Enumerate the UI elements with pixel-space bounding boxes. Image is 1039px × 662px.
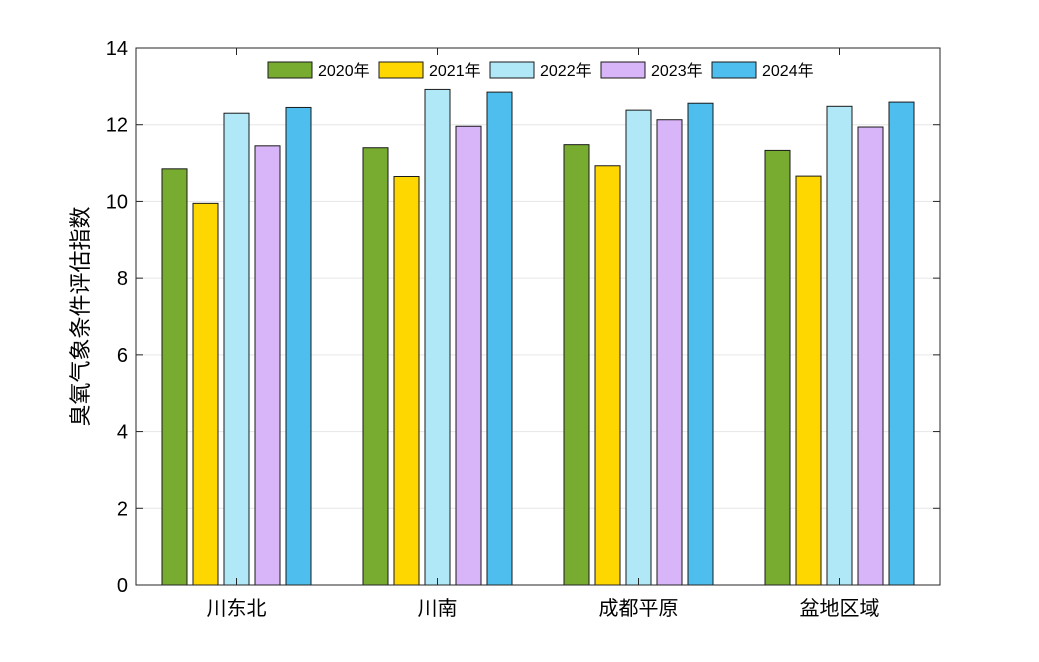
- plot-frame: [135, 47, 941, 586]
- legend: 2020年 2021年 2022年 2023年 2024年: [267, 61, 814, 80]
- y-tick-label: 2: [117, 498, 128, 520]
- bar-2024年-川南: [486, 91, 513, 586]
- legend-swatch: [378, 61, 424, 79]
- bar-2023年-成都平原: [656, 119, 683, 586]
- bar-2024年-盆地区域: [888, 101, 915, 586]
- legend-label: 2022年: [540, 62, 592, 80]
- bar-2024年-川东北: [285, 106, 312, 586]
- y-tick-label: 10: [106, 191, 128, 213]
- y-tick-label: 0: [117, 575, 128, 597]
- legend-label: 2023年: [651, 62, 703, 80]
- legend-label: 2024年: [762, 62, 814, 80]
- y-tick-label: 14: [106, 38, 128, 60]
- legend-swatch: [489, 61, 535, 79]
- legend-label: 2020年: [318, 62, 370, 80]
- legend-swatch: [600, 61, 646, 79]
- y-tick-label: 8: [117, 268, 128, 290]
- bar-2023年-川南: [455, 125, 482, 586]
- bar-2023年-盆地区域: [857, 126, 884, 586]
- bars: [161, 88, 915, 586]
- x-tick-label: 川东北: [207, 597, 267, 620]
- bar-2022年-成都平原: [625, 109, 652, 586]
- x-tick-label: 川南: [418, 597, 458, 620]
- y-tick-label: 6: [117, 345, 128, 367]
- y-axis-title: 臭氧气象条件评估指数: [68, 206, 93, 426]
- bar-2021年-成都平原: [594, 165, 621, 586]
- axis-ticks: [136, 47, 940, 586]
- bar-2023年-川东北: [254, 145, 281, 586]
- bar-2022年-川南: [424, 88, 451, 586]
- y-tick-label: 12: [106, 115, 128, 137]
- bar-2021年-川南: [393, 175, 420, 586]
- bar-2020年-川南: [362, 147, 389, 586]
- x-tick-label: 盆地区域: [800, 597, 880, 620]
- bar-2020年-川东北: [161, 168, 188, 586]
- x-tick-label: 成都平原: [599, 597, 679, 620]
- bar-2021年-川东北: [192, 202, 219, 586]
- legend-swatch: [711, 61, 757, 79]
- bar-2021年-盆地区域: [795, 175, 822, 586]
- x-tick-labels: 川东北 川南 成都平原 盆地区域: [207, 597, 880, 620]
- bar-2024年-成都平原: [687, 102, 714, 586]
- bar-2020年-成都平原: [563, 144, 590, 586]
- legend-label: 2021年: [429, 62, 481, 80]
- bar-2022年-盆地区域: [826, 105, 853, 586]
- y-tick-label: 4: [117, 422, 128, 444]
- bar-2020年-盆地区域: [764, 149, 791, 586]
- legend-swatch: [267, 61, 313, 79]
- y-tick-labels: 0 2 4 6 8 10 12 14: [106, 38, 128, 597]
- bar-2022年-川东北: [223, 112, 250, 586]
